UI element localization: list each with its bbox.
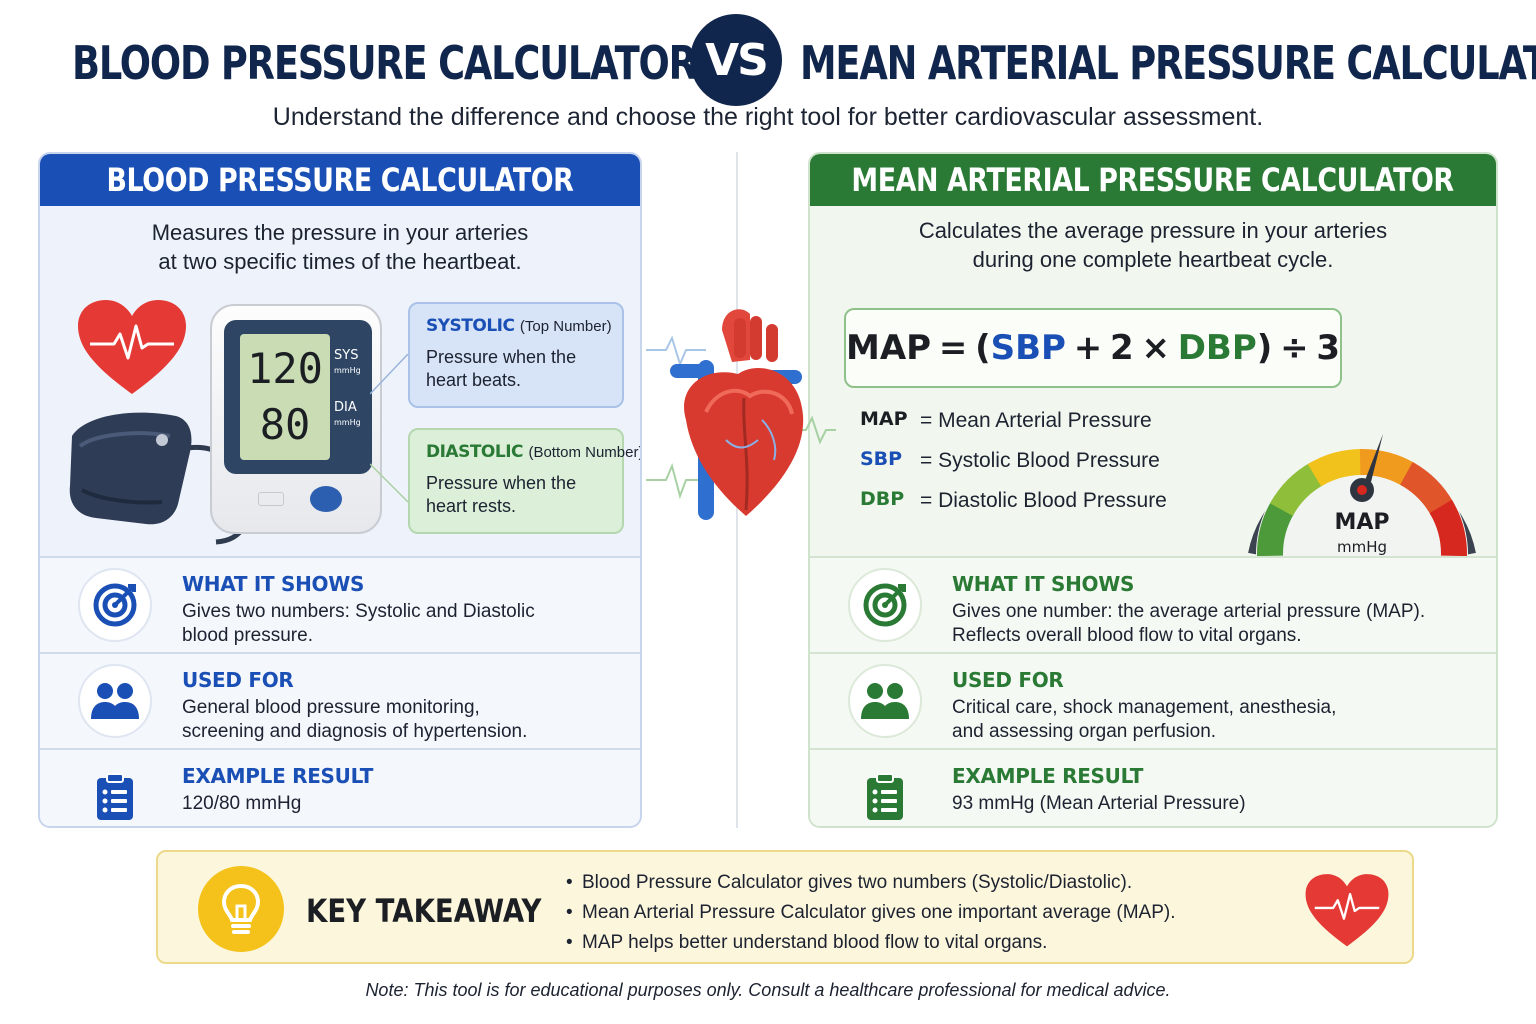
header: BLOOD PRESSURE CALCULATOR VS MEAN ARTERI… — [0, 14, 1536, 106]
systolic-callout: SYSTOLIC (Top Number) Pressure when the h… — [408, 302, 624, 408]
diastolic-callout: DIASTOLIC (Bottom Number) Pressure when … — [408, 428, 640, 534]
clipboard-icon — [848, 760, 922, 826]
list-item: Blood Pressure Calculator gives two numb… — [566, 868, 1175, 898]
bp-row-example-result: EXAMPLE RESULT 120/80 mmHg — [40, 748, 640, 826]
target-icon — [848, 568, 922, 642]
users-icon — [848, 664, 922, 738]
disclaimer-note: Note: This tool is for educational purpo… — [365, 980, 1171, 1000]
dia-label: DIA mmHg — [334, 400, 361, 427]
bp-row-used-for: USED FOR General blood pressure monitori… — [40, 652, 640, 748]
gauge-segment — [1270, 462, 1325, 517]
map-description: Calculates the average pressure in your … — [918, 218, 1388, 272]
gauge-icon — [1248, 434, 1476, 557]
title-mean-arterial-pressure: MEAN ARTERIAL PRESSURE CALCULATOR — [800, 36, 1536, 90]
dia-reading: 80 — [259, 400, 311, 449]
gauge-label: MAP — [1334, 510, 1390, 535]
target-icon — [78, 568, 152, 642]
map-row-what-it-shows: WHAT IT SHOWS Gives one number: the aver… — [810, 556, 1496, 652]
gauge-segment — [1257, 499, 1295, 557]
key-takeaway-list: Blood Pressure Calculator gives two numb… — [566, 868, 1175, 958]
title-blood-pressure: BLOOD PRESSURE CALCULATOR — [72, 36, 697, 90]
bp-info-rows: WHAT IT SHOWS Gives two numbers: Systoli… — [40, 556, 640, 826]
bp-monitor: 120 80 SYS mmHg DIA mmHg — [210, 304, 382, 534]
key-takeaway-title: KEY TAKEAWAY — [306, 892, 542, 930]
list-item: MAP helps better understand blood flow t… — [566, 928, 1175, 958]
heart-pulse-icon — [78, 300, 186, 394]
mean-arterial-pressure-card: MEAN ARTERIAL PRESSURE CALCULATOR Calcul… — [808, 152, 1498, 828]
map-card-heading: MEAN ARTERIAL PRESSURE CALCULATOR — [810, 154, 1496, 206]
list-item: Mean Arterial Pressure Calculator gives … — [566, 898, 1175, 928]
gauge-segment — [1359, 449, 1417, 487]
map-info-rows: WHAT IT SHOWS Gives one number: the aver… — [810, 556, 1496, 826]
sys-label: SYS mmHg — [334, 348, 361, 375]
heart-pulse-icon — [1305, 874, 1389, 947]
subtitle: Understand the difference and choose the… — [272, 103, 1264, 131]
bp-card-heading: BLOOD PRESSURE CALCULATOR — [40, 154, 640, 206]
monitor-small-button — [258, 492, 284, 506]
clipboard-icon — [78, 760, 152, 826]
bp-monitor-screen: 120 80 SYS mmHg DIA mmHg — [224, 320, 372, 474]
monitor-start-button — [310, 486, 342, 512]
bp-illustration: 120 80 SYS mmHg DIA mmHg SYSTOLIC (Top Num… — [40, 294, 640, 556]
lightbulb-icon — [198, 866, 284, 952]
key-takeaway-box: KEY TAKEAWAY Blood Pressure Calculator g… — [156, 850, 1414, 964]
blood-pressure-card: BLOOD PRESSURE CALCULATOR Measures the p… — [38, 152, 642, 828]
callout-connectors — [370, 354, 409, 503]
bp-row-what-it-shows: WHAT IT SHOWS Gives two numbers: Systoli… — [40, 556, 640, 652]
map-formula: MAP = ( SBP + 2 × DBP ) ÷ 3 — [844, 308, 1342, 388]
gauge-segment — [1429, 499, 1467, 557]
anatomical-heart-icon — [646, 309, 836, 520]
users-icon — [78, 664, 152, 738]
vs-badge: VS — [690, 14, 782, 106]
map-gauge: MAP mmHg — [1242, 386, 1482, 557]
map-row-used-for: USED FOR Critical care, shock management… — [810, 652, 1496, 748]
sys-reading: 120 — [247, 344, 323, 393]
gauge-segment — [1307, 449, 1365, 487]
gauge-segment — [1399, 462, 1454, 517]
map-row-example-result: EXAMPLE RESULT 93 mmHg (Mean Arterial Pr… — [810, 748, 1496, 826]
gauge-unit: mmHg — [1336, 538, 1388, 556]
bp-description: Measures the pressure in your arteries a… — [151, 220, 529, 274]
